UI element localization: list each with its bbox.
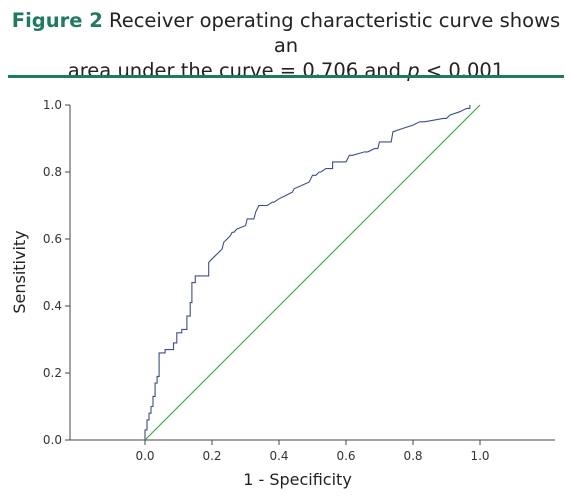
x-tick-label: 0.4 <box>269 449 288 463</box>
y-tick-label: 1.0 <box>43 98 62 112</box>
x-tick-label: 1.0 <box>470 449 489 463</box>
figure-label: Figure 2 <box>11 9 103 32</box>
y-tick-label: 0.4 <box>43 299 62 313</box>
y-tick-label: 0.8 <box>43 165 62 179</box>
x-axis-title: 1 - Specificity <box>243 470 352 489</box>
y-axis-title: Sensitivity <box>10 230 29 313</box>
x-tick-label: 0.6 <box>336 449 355 463</box>
x-tick-label: 0.8 <box>403 449 422 463</box>
chart-series <box>144 104 481 441</box>
caption-line-1: Figure 2 Receiver operating characterist… <box>0 8 572 58</box>
x-tick-label: 0.2 <box>202 449 221 463</box>
caption-text-1: Receiver operating characteristic curve … <box>109 9 561 57</box>
roc-line <box>144 105 471 440</box>
y-tick-label: 0.2 <box>43 366 62 380</box>
y-tick-label: 0.6 <box>43 232 62 246</box>
caption-divider <box>8 75 564 78</box>
y-tick-label: 0.0 <box>43 433 62 447</box>
reference-line <box>144 104 481 441</box>
x-tick-label: 0.0 <box>135 449 154 463</box>
chart-axes: 0.0 0.2 0.4 0.6 0.8 1.0 0.0 0.2 0.4 0.6 0.8 1.0 <box>43 98 555 463</box>
